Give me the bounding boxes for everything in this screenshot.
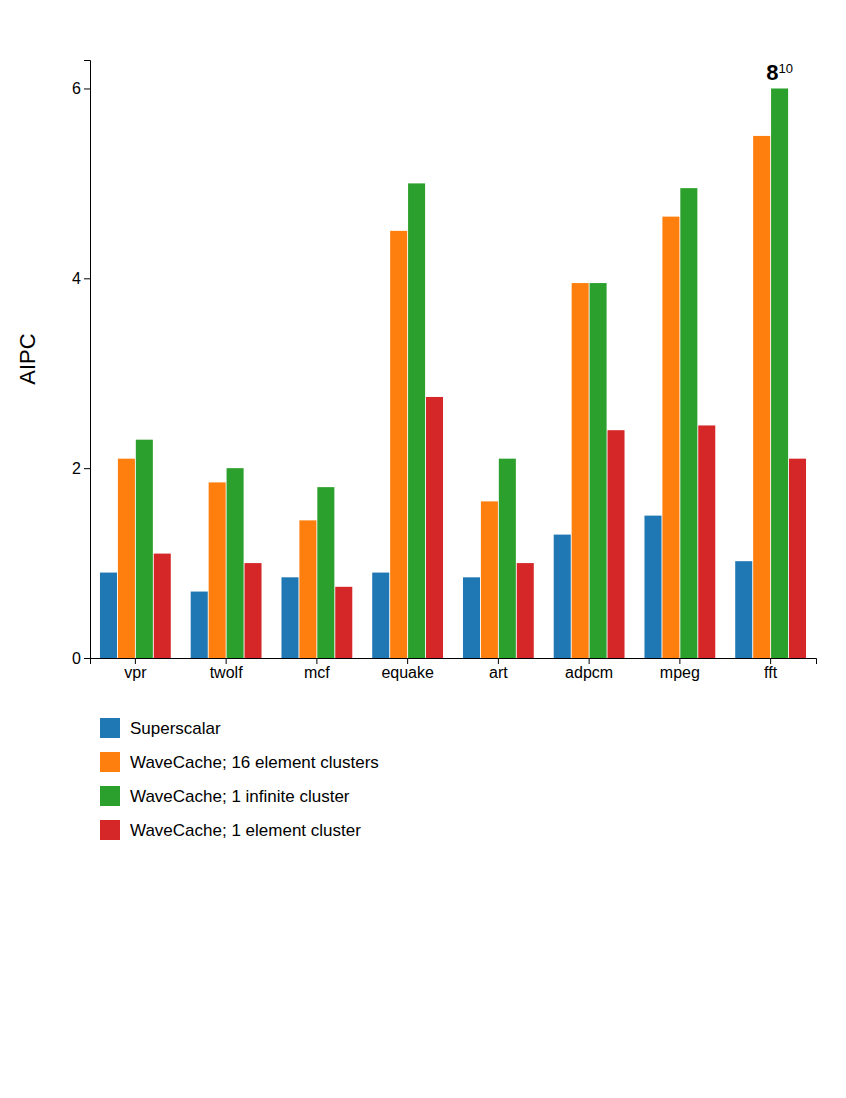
x-tick: equake (381, 658, 434, 681)
annotation: 810 (766, 60, 793, 85)
x-tick-mark (770, 658, 771, 664)
annotation-text: 8 (766, 60, 778, 85)
x-tick-mark (407, 658, 408, 664)
bar (281, 577, 298, 658)
legend-swatch (100, 752, 120, 772)
bar (299, 520, 316, 658)
x-tick: art (489, 658, 508, 681)
bar (372, 573, 389, 658)
y-tick-mark (84, 278, 90, 279)
legend-item: WaveCache; 1 infinite cluster (100, 786, 350, 806)
bar (335, 587, 352, 658)
legend: Superscalar WaveCache; 16 element cluster… (100, 718, 379, 840)
legend-label: WaveCache; 16 element clusters (130, 753, 379, 772)
y-axis-title: AIPC (15, 333, 40, 384)
y-tick-mark (84, 88, 90, 89)
chart: vpr twolf mcf equake art adpcm mpeg fft 0 2 4 6 AIPC… (0, 0, 846, 1098)
x-tick-label: mpeg (660, 664, 700, 681)
bar (426, 397, 443, 658)
legend-swatch (100, 820, 120, 840)
y-tick: 6 (72, 80, 90, 97)
bar (517, 563, 534, 658)
bar (662, 217, 679, 658)
y-tick-label: 0 (72, 650, 81, 667)
legend-swatch (100, 786, 120, 806)
x-tick: vpr (124, 658, 147, 681)
legend-label: WaveCache; 1 element cluster (130, 821, 361, 840)
y-axis-line (84, 61, 91, 659)
y-tick: 2 (72, 460, 90, 477)
bar (771, 88, 788, 658)
x-tick-label: art (489, 664, 508, 681)
bar (554, 535, 571, 658)
bar (408, 183, 425, 658)
bar (118, 459, 135, 658)
bar (244, 563, 261, 658)
bar (390, 231, 407, 658)
x-tick-mark (498, 658, 499, 664)
bar (136, 440, 153, 658)
bar-series (118, 136, 770, 658)
legend-item: WaveCache; 1 element cluster (100, 820, 361, 840)
x-tick: adpcm (565, 658, 613, 681)
x-tick-mark (135, 658, 136, 664)
x-axis-line (91, 659, 817, 665)
bar (607, 430, 624, 658)
bar (753, 136, 770, 658)
bar (317, 487, 334, 658)
x-tick-label: fft (764, 664, 778, 681)
annotation-superscript: 10 (778, 61, 792, 76)
x-tick-mark (679, 658, 680, 664)
x-tick-label: adpcm (565, 664, 613, 681)
x-tick-mark (226, 658, 227, 664)
bar (590, 283, 607, 658)
bar (481, 501, 498, 658)
bar (227, 468, 244, 658)
y-tick-label: 4 (72, 270, 81, 287)
y-tick-label: 6 (72, 80, 81, 97)
bar (698, 425, 715, 658)
bar (572, 283, 589, 658)
bars (100, 88, 806, 658)
x-axis: vpr twolf mcf equake art adpcm mpeg fft (91, 658, 817, 681)
bar (191, 592, 208, 658)
y-tick-label: 2 (72, 460, 81, 477)
plot: vpr twolf mcf equake art adpcm mpeg fft 0 2 4 6 AIPC… (15, 60, 817, 840)
y-axis: 0 2 4 6 (72, 61, 90, 667)
legend-label: Superscalar (130, 719, 221, 738)
y-tick-mark (84, 468, 90, 469)
x-tick-label: mcf (304, 664, 330, 681)
bar-series (154, 397, 806, 658)
bar (100, 573, 117, 658)
bar (209, 482, 226, 658)
legend-item: Superscalar (100, 718, 221, 738)
bar (644, 516, 661, 658)
x-tick-label: vpr (124, 664, 147, 681)
legend-swatch (100, 718, 120, 738)
x-tick-mark (316, 658, 317, 664)
bar (499, 459, 516, 658)
x-tick-label: equake (381, 664, 434, 681)
bar (735, 561, 752, 658)
bar (680, 188, 697, 658)
bar (154, 554, 171, 658)
legend-item: WaveCache; 16 element clusters (100, 752, 379, 772)
x-tick-label: twolf (210, 664, 243, 681)
bar-series (136, 88, 788, 658)
bar (789, 459, 806, 658)
y-tick: 4 (72, 270, 90, 287)
x-tick: twolf (210, 658, 243, 681)
y-tick: 0 (72, 650, 90, 667)
x-tick: fft (764, 658, 778, 681)
x-tick: mcf (304, 658, 330, 681)
bar (463, 577, 480, 658)
legend-label: WaveCache; 1 infinite cluster (130, 787, 350, 806)
x-tick-mark (589, 658, 590, 664)
y-tick-mark (84, 658, 90, 659)
x-tick: mpeg (660, 658, 700, 681)
